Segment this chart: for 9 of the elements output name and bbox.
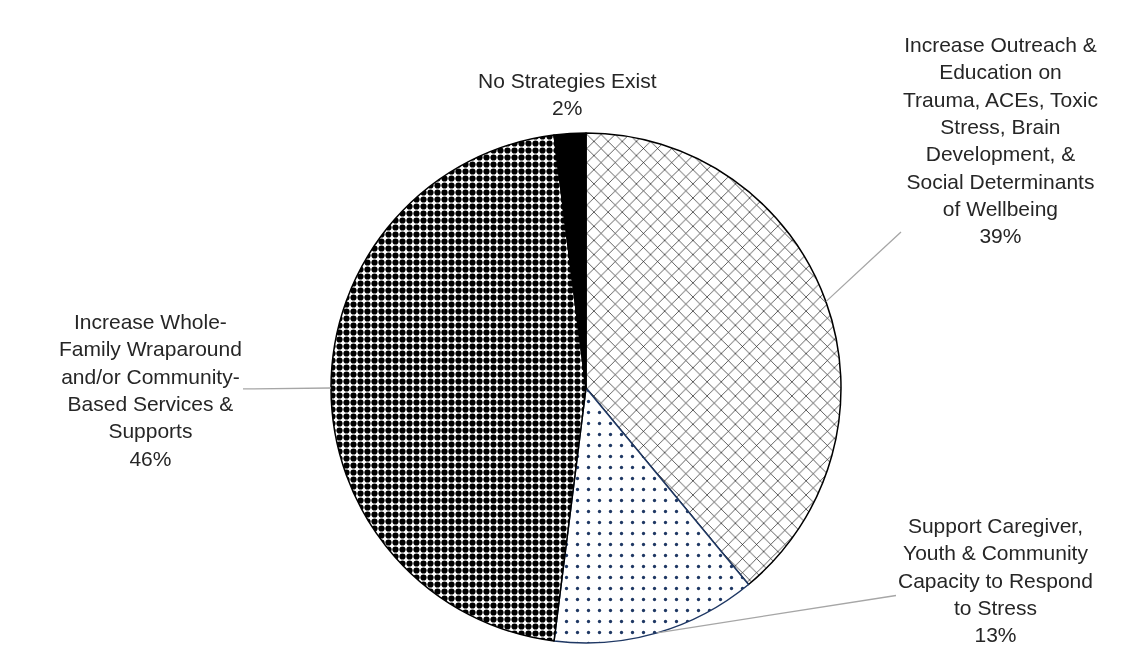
data-label: 46% <box>129 446 172 470</box>
slice-label: No Strategies Exist <box>478 69 657 92</box>
pie-slice <box>553 387 750 644</box>
data-label: 13% <box>974 623 1017 647</box>
slice-label: Increase Whole-Family Wraparound and/or Community-Based Services & Supports <box>59 310 242 443</box>
slice-label: Increase Outreach & Education on Trauma, ACEs, Toxic Stress, Brain Development, & Social Determinants of Wellbeing <box>903 33 1098 220</box>
data-label: 39% <box>979 224 1022 248</box>
slice-label: Support Caregiver, Youth & Community Capacity to Respond to Stress <box>898 514 1093 619</box>
data-label: 2% <box>552 96 583 120</box>
